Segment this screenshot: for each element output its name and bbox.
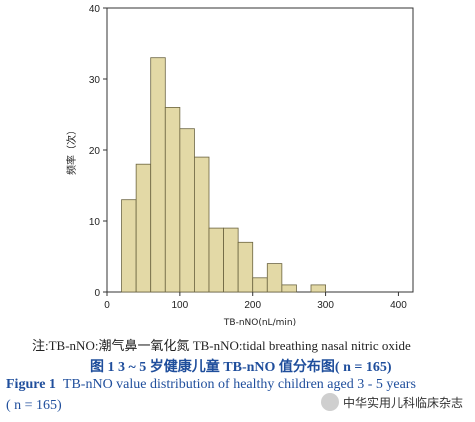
histogram-bar [252,277,268,293]
x-tick-label: 200 [244,300,261,311]
histogram-bar [237,241,254,293]
histogram-bar [179,128,195,293]
histogram-bar [135,163,152,293]
journal-watermark: 中华实用儿科临床杂志 [320,393,463,411]
y-tick-label: 20 [89,146,101,157]
histogram-bar [121,199,137,293]
histogram-bar [310,284,326,293]
chinese-caption: 图 1 3 ~ 5 岁健康儿童 TB-nNO 值分布图( n = 165) [90,360,392,375]
english-caption: Figure 1 TB-nNO value distribution of he… [6,377,416,393]
histogram-bar [208,227,224,293]
x-axis-label: TB-nNO(nL/min) [223,318,296,328]
x-tick-label: 300 [317,300,334,311]
wechat-icon [320,393,339,411]
histogram-bar [266,263,283,293]
x-tick-label: 100 [172,300,189,311]
histogram-bar [223,227,239,293]
y-tick-label: 30 [89,75,101,86]
y-tick-label: 10 [89,217,101,228]
histogram-bar [150,57,166,293]
histogram-bar [194,156,210,293]
figure-label: Figure 1 [6,377,56,392]
x-tick-label: 400 [390,300,407,311]
y-tick-label: 40 [89,4,101,15]
histogram-bar [281,284,297,293]
y-tick-label: 0 [94,288,100,299]
english-caption-text: TB-nNO value distribution of healthy chi… [62,377,416,392]
x-tick-label: 0 [104,300,110,311]
watermark-text: 中华实用儿科临床杂志 [342,395,463,410]
sample-size: ( n = 165) [6,398,62,413]
y-axis-label: 频率（次） [65,125,78,175]
histogram-bar [164,107,181,293]
figure-note: 注:TB-nNO:潮气鼻一氧化氮 TB-nNO:tidal breathing … [32,338,411,353]
